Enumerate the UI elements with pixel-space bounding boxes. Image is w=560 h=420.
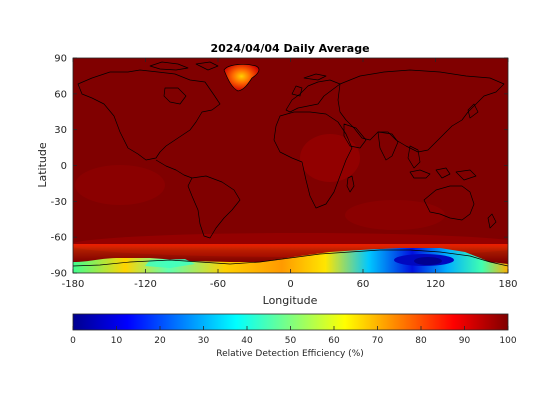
heatmap-region-antarctica-lowest [414,257,442,265]
x-tick-label: -120 [134,279,157,290]
y-axis: 90 60 30 0 -30 -60 -90 [51,54,508,280]
colorbar-label: Relative Detection Efficiency (%) [216,349,364,359]
heatmap-region-africa-lighter [300,134,360,182]
y-tick-label: 60 [54,89,67,100]
y-tick-label: 0 [61,161,67,172]
colorbar-tick-label: 70 [372,336,384,346]
x-axis: -180 -120 -60 0 60 120 180 [62,58,518,290]
colorbar-tick-label: 20 [154,336,166,346]
colorbar-tick-label: 100 [499,336,516,346]
colorbar-tick-label: 60 [328,336,340,346]
y-tick-label: -60 [51,233,67,244]
colorbar-tick-label: 10 [111,336,123,346]
colorbar-tick-label: 30 [198,336,210,346]
heatmap-region-indian-lighter [345,200,445,230]
heatmap-region-antarctica [73,248,508,273]
chart-title: 2024/04/04 Daily Average [210,42,369,55]
x-tick-label: 120 [426,279,445,290]
x-tick-label: 180 [498,279,517,290]
y-axis-label: Latitude [36,142,49,188]
x-tick-label: -180 [62,279,85,290]
x-tick-label: 60 [357,279,370,290]
colorbar-tick-label: 50 [285,336,297,346]
y-tick-label: -30 [51,197,67,208]
heatmap-region-greenland [224,64,259,91]
x-tick-label: -60 [210,279,226,290]
heatmap-region-antarctica-mid [145,259,195,268]
colorbar-tick-label: 0 [70,336,76,346]
x-axis-label: Longitude [263,294,318,307]
y-tick-label: -90 [51,269,67,280]
x-tick-label: 0 [287,279,293,290]
heatmap-region-pacific-lighter [75,165,165,205]
colorbar-ticks: 0 10 20 30 40 50 60 70 80 90 100 [70,326,517,346]
y-tick-label: 30 [54,125,67,136]
y-tick-label: 90 [54,54,67,65]
colorbar-tick-label: 80 [415,336,427,346]
colorbar-tick-label: 90 [459,336,471,346]
coastlines [73,61,508,267]
colorbar-tick-label: 40 [241,336,253,346]
